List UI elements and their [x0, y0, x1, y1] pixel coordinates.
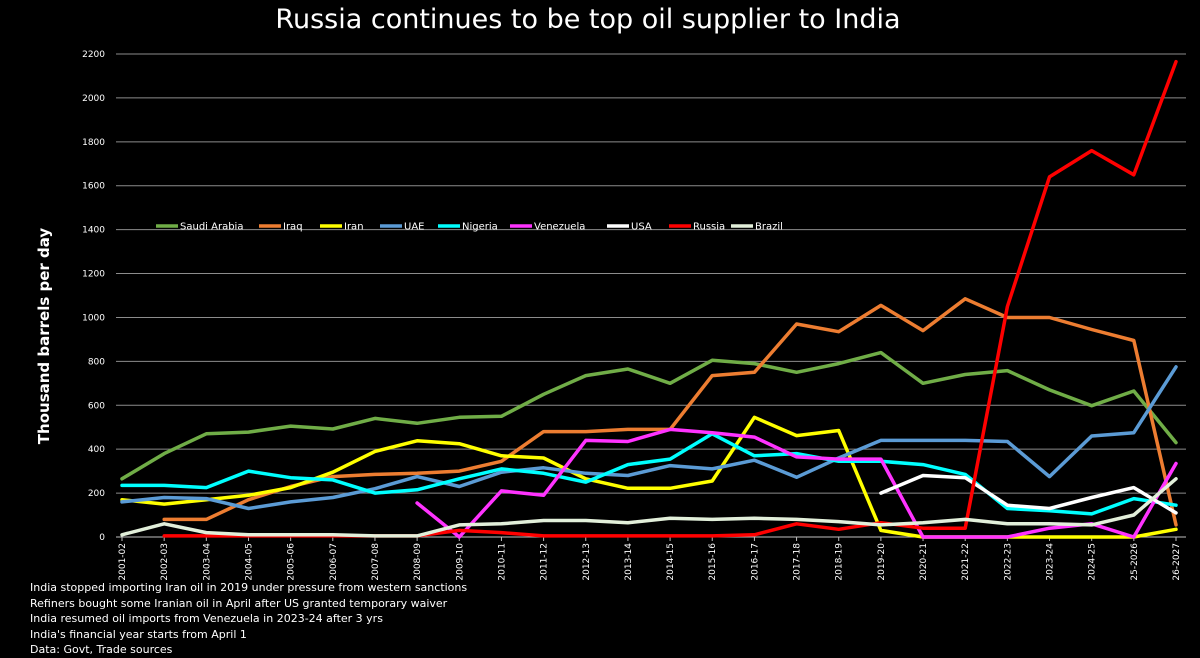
x-tick-label: 2026-2027 [1172, 543, 1182, 580]
footnote: India's financial year starts from April… [30, 627, 247, 641]
y-tick-label: 400 [88, 445, 105, 455]
x-axis-ticks: 2001-02 2002-03 2003-04 2004-05 2005-06 2006-… [118, 537, 1182, 580]
footnote: India stopped importing Iran oil in 2019… [30, 581, 468, 594]
gridlines [116, 53, 1186, 538]
legend-label-brazil: Brazil [755, 222, 783, 233]
legend-label-russia: Russia [693, 222, 725, 233]
x-tick-label: 2013-14 [624, 543, 634, 580]
x-tick-label: 2011-12 [540, 543, 550, 580]
y-axis-ticks: 0 200 400 600 800 1000 1200 1400 1600 1800 2000 220… [82, 50, 105, 543]
series-line-saudi-arabia [120, 350, 1178, 481]
y-tick-label: 1200 [82, 270, 105, 280]
x-tick-label: 2006-07 [329, 543, 339, 580]
legend-label-uae: UAE [404, 222, 424, 233]
x-tick-label: 2010-11 [497, 543, 507, 580]
series-line-venezuela [415, 427, 1178, 539]
line-chart: 0 200 400 600 800 1000 1200 1400 1600 1800 2000 220… [35, 50, 1186, 580]
x-tick-label: 2020-21 [919, 543, 929, 580]
legend-label-venezuela: Venezuela [534, 222, 585, 233]
x-tick-label: 2018-19 [835, 543, 845, 580]
x-tick-label: 2015-16 [708, 543, 718, 580]
y-tick-label: 800 [88, 357, 105, 367]
x-tick-label: 2008-09 [413, 543, 423, 580]
x-tick-label: 2009-10 [455, 543, 465, 580]
series-line-usa [879, 473, 1178, 515]
x-tick-label: 2001-02 [118, 543, 128, 580]
y-tick-label: 200 [88, 489, 105, 499]
chart-title: Russia continues to be top oil supplier … [275, 4, 901, 35]
legend-label-nigeria: Nigeria [462, 222, 498, 233]
x-tick-label: 2002-03 [160, 543, 170, 580]
series-line-uae [120, 365, 1178, 511]
x-tick-label: 2017-18 [793, 543, 803, 580]
x-tick-label: 2021-22 [961, 543, 971, 580]
footnote: Refiners bought some Iranian oil in Apri… [30, 596, 448, 610]
legend-label-usa: USA [631, 222, 652, 233]
y-tick-label: 1400 [82, 226, 105, 236]
x-tick-label: 2004-05 [244, 543, 254, 580]
footnote: India resumed oil imports from Venezuela… [30, 612, 383, 625]
legend-label-iran: Iran [344, 222, 364, 233]
x-tick-label: 2007-08 [371, 543, 381, 580]
y-tick-label: 1800 [82, 138, 105, 148]
x-tick-label: 2016-17 [750, 543, 760, 580]
x-tick-label: 2025-2026 [1130, 543, 1140, 580]
y-tick-label: 600 [88, 401, 105, 411]
x-tick-label: 2003-04 [202, 543, 212, 580]
y-tick-label: 2000 [82, 94, 105, 104]
legend: Saudi Arabia Iraq Iran UAE Nigeria Venezuela U… [156, 222, 783, 233]
series-line-brazil [120, 477, 1178, 538]
footnote: Data: Govt, Trade sources [30, 643, 173, 656]
x-tick-label: 2005-06 [287, 543, 297, 580]
legend-label-iraq: Iraq [283, 222, 303, 233]
footnotes: India stopped importing Iran oil in 2019… [30, 580, 467, 658]
x-tick-label: 2012-13 [582, 543, 592, 580]
series-line-iraq [162, 297, 1178, 527]
y-tick-label: 2200 [82, 50, 105, 60]
x-tick-label: 2023-24 [1046, 543, 1056, 580]
y-tick-label: 1000 [82, 313, 105, 323]
x-tick-label: 2022-23 [1003, 543, 1013, 580]
series-lines [120, 59, 1178, 539]
y-tick-label: 1600 [82, 182, 105, 192]
y-axis-label: Thousand barrels per day [35, 228, 53, 445]
x-tick-label: 2024-25 [1088, 543, 1098, 580]
y-tick-label: 0 [99, 533, 105, 543]
x-tick-label: 2019-20 [877, 543, 887, 580]
x-tick-label: 2014-15 [666, 543, 676, 580]
legend-label-saudi-arabia: Saudi Arabia [180, 222, 243, 233]
series-line-nigeria [120, 432, 1178, 516]
